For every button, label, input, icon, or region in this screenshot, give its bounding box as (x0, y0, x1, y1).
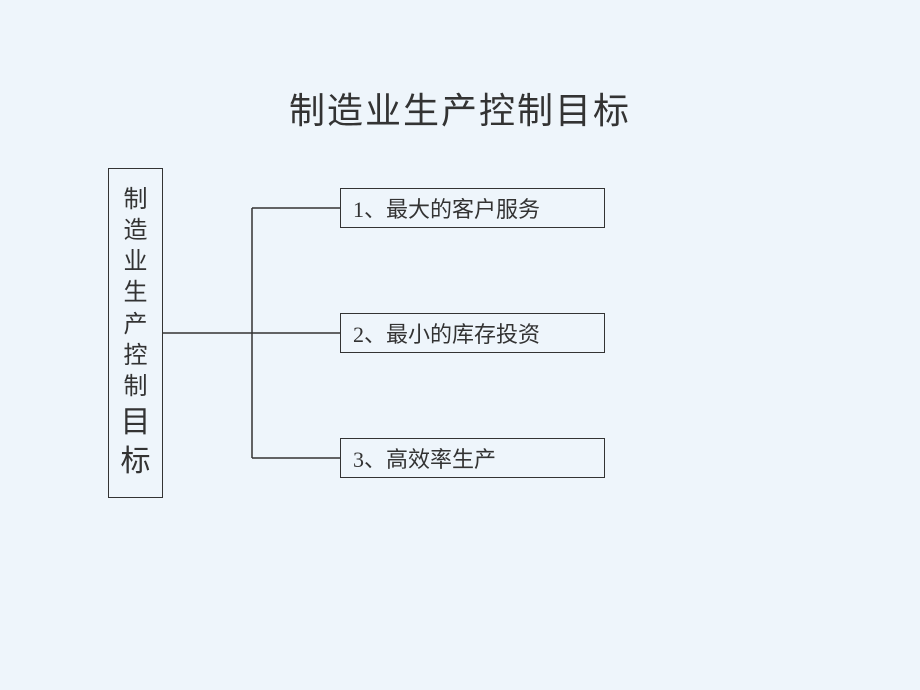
root-node: 制造业生产控制目标 (108, 168, 163, 498)
root-char: 目 (121, 403, 151, 442)
item-node-1: 1、最大的客户服务 (340, 188, 605, 228)
root-char: 造 (124, 216, 148, 247)
root-char: 控 (124, 341, 148, 372)
item-label: 2、最小的库存投资 (353, 317, 540, 349)
root-char: 生 (124, 278, 148, 309)
root-char: 制 (124, 372, 148, 403)
root-char: 制 (124, 185, 148, 216)
root-char: 产 (124, 310, 148, 341)
item-label: 1、最大的客户服务 (353, 192, 540, 224)
page-title: 制造业生产控制目标 (0, 82, 920, 134)
item-label: 3、高效率生产 (353, 442, 496, 474)
item-node-2: 2、最小的库存投资 (340, 313, 605, 353)
root-char: 标 (121, 442, 151, 481)
root-char: 业 (124, 247, 148, 278)
item-node-3: 3、高效率生产 (340, 438, 605, 478)
